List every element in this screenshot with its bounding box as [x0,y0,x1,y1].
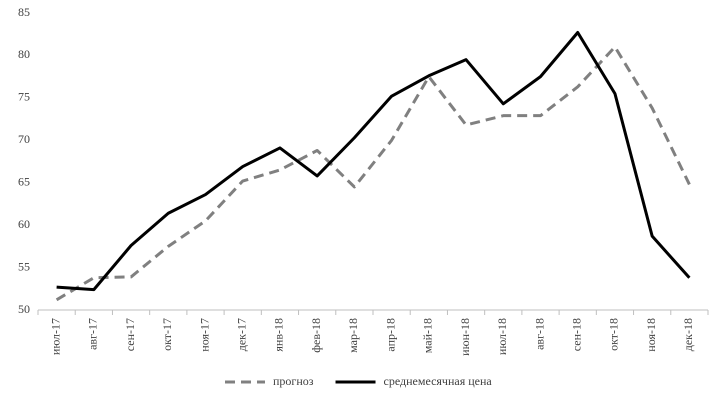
y-tick-label: 75 [18,90,30,104]
x-tick-label: дек-18 [681,318,695,351]
y-tick-label: 70 [18,132,30,146]
x-tick-label: фев-18 [309,318,323,353]
y-tick-label: 80 [18,47,30,61]
x-tick-label: сен-17 [123,318,137,351]
x-tick-label: апр-18 [383,318,397,352]
x-tick-label: авг-18 [532,318,546,350]
legend-label: среднемесячная цена [384,374,493,388]
legend-label: прогноз [273,374,314,388]
x-tick-label: июл-17 [48,318,62,355]
y-tick-label: 60 [18,217,30,231]
line-series [56,31,691,292]
x-tick-label: сен-18 [569,318,583,351]
x-tick-label: май-18 [421,318,435,353]
x-tick-label: дек-17 [234,318,248,351]
y-tick-label: 50 [18,302,30,316]
line-series [55,45,691,302]
x-tick-label: окт-17 [160,318,174,351]
y-tick-label: 65 [18,174,30,188]
x-tick-label: янв-18 [272,318,286,352]
y-tick-label: 85 [18,5,30,19]
x-tick-label: июн-18 [458,318,472,356]
x-tick-label: мар-18 [346,318,360,353]
y-tick-label: 55 [18,259,30,273]
x-tick-label: июл-18 [495,318,509,355]
x-tick-label: ноя-17 [197,318,211,352]
x-tick-label: ноя-18 [644,318,658,352]
x-tick-label: окт-18 [607,318,621,351]
x-tick-label: авг-17 [86,318,100,350]
